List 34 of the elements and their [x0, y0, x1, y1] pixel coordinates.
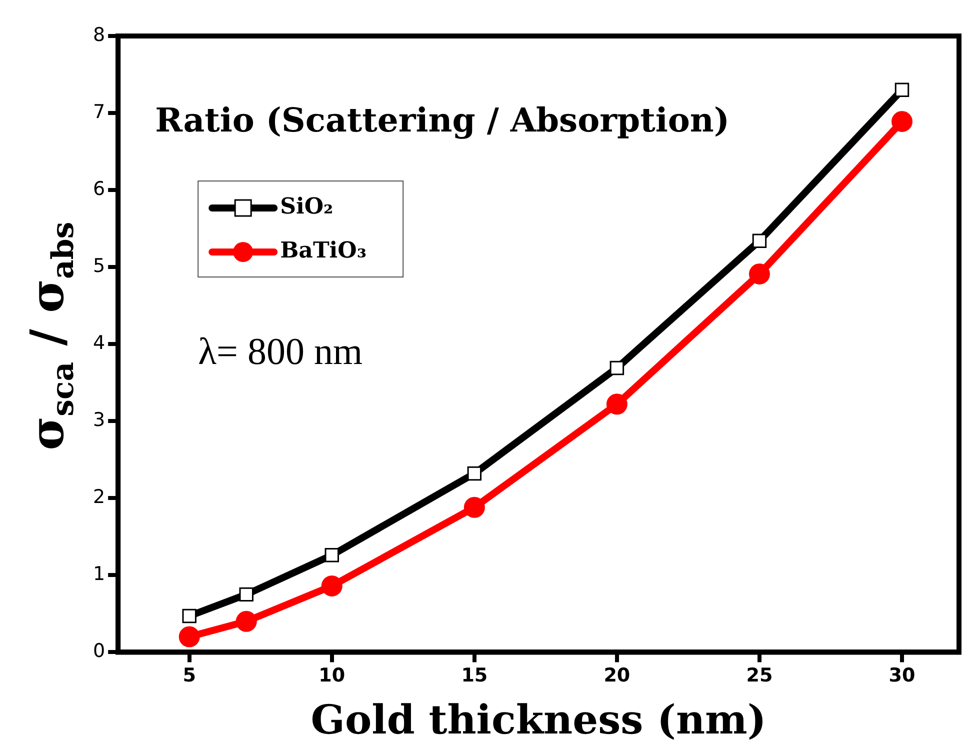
y-tick-label: 7	[92, 100, 106, 123]
x-tick-label: 30	[888, 664, 916, 687]
y-tick-label: 2	[92, 486, 106, 508]
point	[182, 608, 196, 624]
legend-label: SiO₂	[280, 194, 334, 220]
x-tick-label: 10	[318, 664, 346, 687]
point	[324, 548, 339, 562]
point	[748, 264, 770, 285]
point	[178, 626, 200, 648]
point	[752, 234, 767, 248]
legend-label: BaTiO₃	[280, 238, 366, 264]
x-tick-label: 5	[182, 664, 196, 687]
x-tick-label: 20	[604, 664, 630, 687]
point	[236, 610, 257, 632]
x-axis-title: Gold thickness (nm)	[310, 696, 766, 744]
y-tick-label: 1	[92, 563, 106, 586]
y-tick-label: 3	[92, 409, 106, 432]
point	[467, 466, 482, 481]
y-tick-label: 6	[92, 178, 106, 200]
point	[894, 82, 910, 98]
annotation: λ= 800 nm	[198, 330, 363, 373]
point	[891, 111, 912, 132]
y-tick-label: 4	[92, 332, 106, 354]
y-tick-label: 5	[92, 255, 106, 278]
point	[321, 575, 342, 596]
y-tick-label: 8	[92, 24, 106, 46]
point	[606, 394, 628, 415]
x-tick-label: 25	[746, 664, 773, 687]
annotation: Ratio (Scattering / Absorption)	[155, 100, 730, 140]
x-tick-label: 15	[461, 664, 488, 687]
y-tick-label: 0	[92, 640, 106, 662]
point	[239, 587, 254, 602]
point	[464, 496, 485, 518]
point	[610, 360, 624, 376]
